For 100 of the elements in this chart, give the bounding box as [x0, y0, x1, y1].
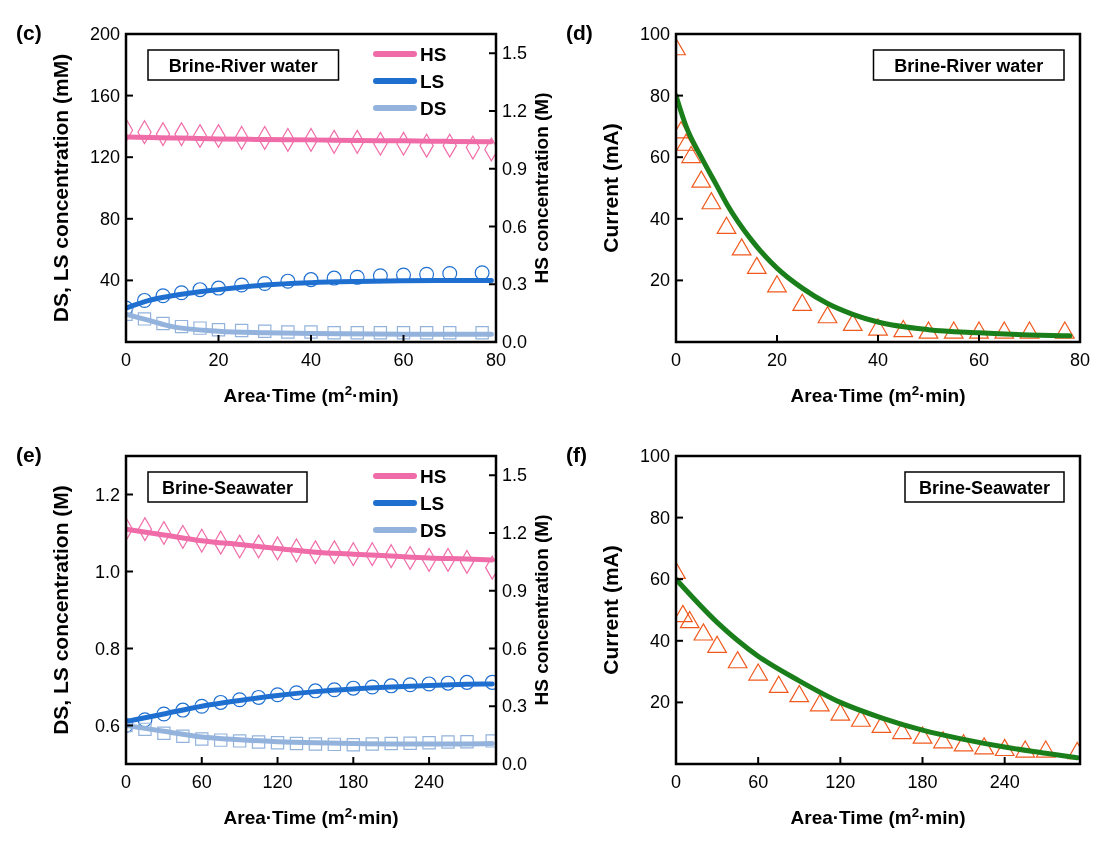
point	[792, 293, 813, 312]
x-tick-label: 20	[208, 350, 229, 370]
point	[403, 736, 417, 750]
x-tick-label: 20	[766, 350, 788, 370]
point	[349, 269, 365, 285]
y-tick-label: 40	[649, 630, 670, 651]
y-tick-label: 100	[639, 24, 670, 44]
point	[953, 734, 974, 752]
y-tick-label: 20	[649, 270, 670, 291]
point	[1054, 321, 1075, 339]
point	[974, 737, 995, 755]
y-tick-label: 20	[649, 692, 670, 713]
x-tick-label: 0	[120, 350, 132, 370]
x-axis-title: Area·Time (m$^{2}$·min)	[223, 382, 399, 406]
point	[459, 674, 475, 690]
point	[994, 321, 1015, 339]
point	[693, 623, 714, 641]
x-tick-label: 80	[1069, 350, 1091, 370]
y2-tick-label: 0.9	[502, 158, 528, 179]
point	[210, 280, 227, 296]
x-tick-label: 60	[748, 772, 769, 792]
point	[364, 679, 380, 695]
point	[211, 322, 226, 337]
point	[893, 319, 914, 338]
x-tick-label: 240	[414, 772, 445, 792]
point	[933, 731, 953, 749]
y-tick-label: 160	[89, 85, 120, 106]
x-tick-label: 120	[262, 772, 293, 792]
point	[258, 324, 272, 338]
point	[270, 736, 285, 750]
point	[373, 326, 388, 340]
point	[156, 316, 170, 331]
point	[346, 738, 361, 752]
point	[303, 272, 319, 288]
x-tick-label: 0	[120, 772, 132, 792]
y-tick-label: 120	[89, 147, 120, 168]
point	[707, 635, 727, 653]
point	[383, 678, 399, 694]
y-tick-label: 60	[649, 147, 670, 168]
x-tick-label: 0	[670, 772, 682, 792]
point	[441, 735, 455, 749]
y-tick-label: 0.8	[94, 638, 120, 659]
point	[727, 651, 748, 669]
y2-axis-title: HS concentration (M)	[531, 92, 552, 284]
point	[868, 318, 888, 336]
point	[396, 326, 411, 340]
boxed-label: Brine-Seawater	[904, 471, 1065, 503]
point	[402, 677, 418, 693]
point	[767, 275, 787, 293]
point	[234, 323, 249, 338]
x-axis-title: Area·Time (m$^{2}$·min)	[223, 804, 399, 828]
point	[192, 282, 208, 298]
point	[691, 170, 712, 188]
y-tick-label: 1.0	[94, 561, 120, 582]
point	[308, 737, 323, 751]
point	[912, 726, 933, 744]
x-tick-label: 40	[300, 350, 322, 370]
point	[232, 692, 248, 708]
y-tick-label: 80	[649, 85, 670, 106]
y2-axis-title: HS concentration (M)	[531, 514, 552, 706]
y2-tick-label: 1.2	[502, 523, 528, 543]
point	[213, 733, 228, 747]
point	[701, 192, 722, 210]
point	[817, 306, 838, 324]
annotation: Brine-Seawater	[918, 478, 1051, 498]
boxed-label: Brine-River water	[147, 49, 340, 81]
point	[460, 734, 474, 749]
y-tick-label: 0.6	[94, 715, 120, 736]
y-axis-title: DS, LS concentration (M)	[49, 485, 72, 735]
point	[789, 684, 810, 703]
point	[281, 325, 295, 339]
legend-label: LS	[420, 71, 445, 92]
point	[842, 313, 863, 332]
y-axis-title: DS, LS concentration (mM)	[49, 53, 72, 323]
point	[232, 734, 247, 748]
annotation: Brine-River water	[168, 56, 318, 76]
point	[421, 676, 437, 692]
point	[345, 680, 361, 696]
point	[384, 736, 398, 751]
y2-tick-label: 0.3	[502, 274, 528, 295]
x-tick-label: 60	[393, 350, 414, 370]
point	[731, 238, 752, 256]
legend-label: HS	[420, 44, 447, 65]
y-tick-label: 60	[649, 569, 670, 590]
y2-tick-label: 0.0	[502, 332, 528, 352]
point	[194, 698, 210, 714]
point	[716, 216, 737, 235]
x-tick-label: 180	[907, 772, 938, 792]
point	[969, 321, 989, 339]
x-tick-label: 60	[191, 772, 212, 792]
point	[270, 687, 286, 703]
y2-tick-label: 1.5	[502, 43, 528, 64]
point	[994, 738, 1015, 757]
y-tick-label: 100	[639, 446, 670, 466]
text: (d)	[566, 21, 593, 44]
boxed-label: Brine-Seawater	[147, 471, 308, 503]
x-tick-label: 180	[338, 772, 369, 792]
point	[257, 275, 273, 291]
text: (c)	[16, 21, 42, 44]
y-tick-label: 200	[89, 24, 120, 44]
